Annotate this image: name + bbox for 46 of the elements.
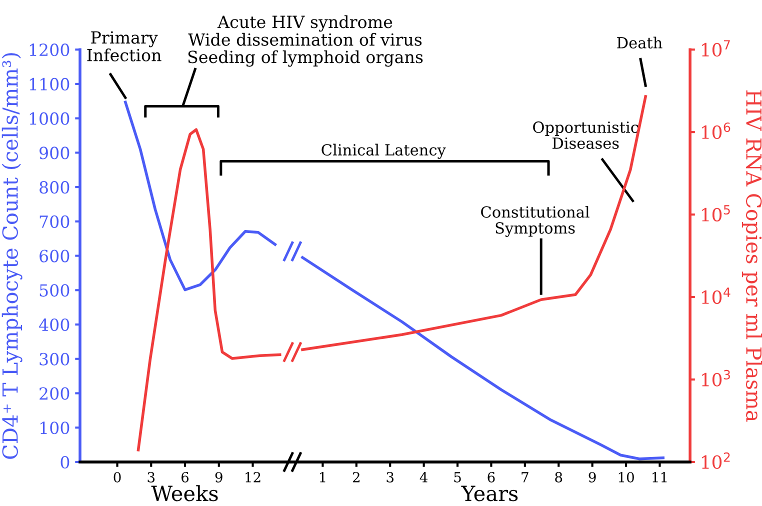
x-tick-label: 5 (454, 472, 461, 482)
y2-tick-label: 10$^{6}$ (702, 122, 730, 140)
y2-tick-label: 10$^{5}$ (702, 205, 730, 222)
y2-tick-label: 10$^{2}$ (702, 452, 730, 469)
y-tick-label: 600 (40, 250, 70, 262)
y2-axis-title: HIV RNA Copies per ml Plasma (742, 90, 762, 422)
y-tick-label: 0 (60, 456, 70, 469)
x-tick-label: 7 (522, 472, 528, 482)
x-tick-label: 6 (488, 472, 495, 482)
x-tick-label: 11 (652, 472, 667, 482)
y-tick-label: 700 (40, 215, 70, 228)
x-tick-label: 10 (618, 472, 634, 482)
y-tick-label: 900 (40, 146, 70, 160)
x-tick-label: 8 (555, 472, 562, 482)
y-tick-label: 100 (40, 422, 70, 434)
line-series (124, 100, 277, 292)
y-tick-label: 1100 (30, 78, 70, 91)
y2-tick-label: 10$^{7}$ (702, 40, 730, 57)
annotation: Acute HIV syndrome Wide dissemination of virus Seeding of lymphoid organs (188, 15, 423, 67)
x-tick-label: 3 (386, 472, 394, 482)
annotation: Clinical Latency (322, 144, 446, 159)
y-tick-label: 800 (40, 181, 70, 194)
x-tick-label: 12 (246, 472, 260, 482)
y-tick-label: 500 (40, 284, 70, 297)
y-tick-label: 1200 (30, 44, 70, 56)
y-axis-title: CD4⁺ T Lymphocyte Count (cells/mm³) (2, 53, 22, 459)
y2-tick-label: 10$^{3}$ (702, 370, 730, 386)
y-tick-label: 200 (40, 387, 70, 400)
x-tick-label: 3 (148, 472, 155, 482)
x-tick-label: 0 (114, 472, 121, 482)
x-tick-label: 9 (215, 472, 222, 482)
text: Death (617, 36, 662, 49)
y2-tick-label: 10$^{4}$ (702, 288, 730, 304)
annotation: Primary Infection (87, 31, 162, 62)
x-axis-title: Weeks (151, 485, 218, 502)
y-tick-label: 400 (38, 318, 70, 332)
x-tick-label: 9 (588, 472, 596, 482)
annotation: Constitutional Symptoms (481, 206, 590, 237)
x-tick-label: 2 (352, 472, 360, 482)
y-tick-label: 300 (40, 352, 70, 366)
x-tick-label: 1 (320, 472, 326, 482)
y-tick-label: 1000 (30, 112, 70, 125)
x-tick-label: 6 (182, 472, 189, 482)
annotation: Opportunistic Diseases (533, 121, 638, 149)
x-tick-label: 4 (420, 472, 428, 482)
x-axis-title: Years (461, 486, 518, 502)
